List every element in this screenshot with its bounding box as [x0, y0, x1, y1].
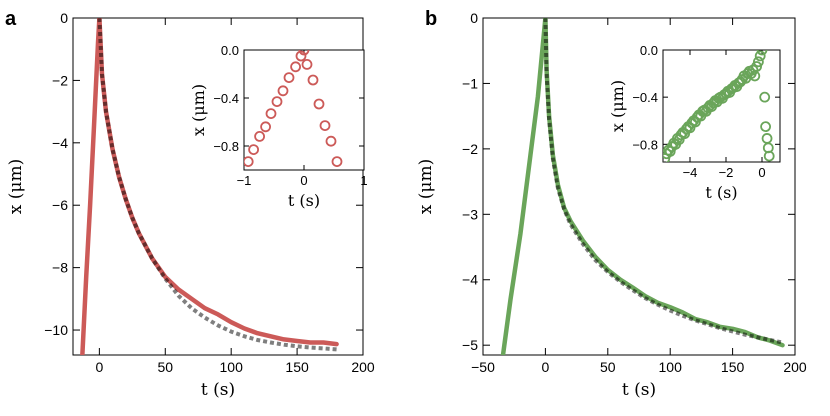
panel-a-x-tick-label: 200: [351, 359, 375, 375]
panel-b-x-axis-label: t (s): [622, 380, 656, 400]
panel-b-y-tick-label: −4: [462, 272, 478, 288]
panel-b-series-rise: [500, 18, 548, 355]
panel-a-y-tick-label: −6: [52, 197, 68, 213]
panel-b-y-tick-label: −5: [462, 337, 478, 353]
panel-a-x-tick-label: 150: [285, 359, 309, 375]
panel-a-inset-point: [319, 120, 331, 131]
panel-a-inset-point: [298, 50, 310, 56]
panel-b-inset-point: [756, 50, 768, 56]
panel-a-inset-point: [313, 98, 325, 110]
panel-a-inset-point: [260, 121, 272, 133]
panel-b-inset-x-tick-label: −4: [683, 165, 698, 180]
panel-b-inset-point: [753, 56, 764, 68]
panel-a-inset-x-tick-label: −1: [237, 173, 252, 188]
panel-a-inset-point: [295, 50, 307, 62]
panel-b-inset-point: [754, 50, 766, 62]
panel-a-inset-point: [307, 74, 319, 86]
panel-a-y-tick-label: 0: [60, 10, 68, 26]
panel-b-inset-point: [763, 150, 775, 162]
panel-label-a: a: [5, 8, 17, 30]
panel-a-y-tick-label: −4: [52, 135, 68, 151]
panel-a-inset-x-axis-label: t (s): [288, 191, 320, 210]
panel-b-inset-x-tick-label: −2: [719, 165, 734, 180]
panel-a-inset-point: [331, 156, 343, 168]
panel-a-x-axis-label: t (s): [201, 380, 235, 400]
panel-a-y-tick-label: −2: [52, 72, 68, 88]
panel-b-x-tick-label: 50: [600, 359, 616, 375]
panel-b-y-tick-label: −2: [462, 141, 478, 157]
panel-a-inset-y-tick-label: −0.8: [213, 139, 239, 154]
panel-a-series-relaxation: [97, 18, 339, 347]
panel-b-inset-point: [751, 61, 762, 72]
panel-a-x-tick-label: 50: [157, 359, 173, 375]
panel-a-y-axis-label: x (μm): [6, 159, 26, 214]
panel-a-inset-axes: −1 0 1 0.0 −0.4 −0.8 t (s) x (μm): [189, 43, 368, 210]
panel-a-inset-point: [290, 61, 302, 73]
panel-a-inset-point: [248, 144, 260, 156]
panel-b-plot-area: [500, 18, 785, 355]
panel-b-inset-y-tick-label: −0.8: [632, 137, 658, 152]
panel-b-inset-x-axis-label: t (s): [705, 183, 737, 202]
panel-a-inset-point: [254, 130, 266, 142]
panel-b-inset-y-axis-label: x (μm): [608, 80, 627, 132]
panel-a-y-tick-label: −8: [52, 260, 68, 276]
panel-a-y-tick-label: −10: [44, 322, 68, 338]
panel-a-x-tick-label: 100: [220, 359, 244, 375]
panel-a-inset-point: [301, 59, 313, 70]
panel-b-x-tick-label: −50: [471, 359, 495, 375]
panel-label-b: b: [425, 8, 437, 30]
panel-a-x-tick-label: 0: [95, 359, 103, 375]
panel-b-inset-y-tick-label: 0.0: [640, 43, 658, 58]
panel-a-plot-area: [80, 18, 339, 355]
panel-a-inset-point: [325, 135, 337, 147]
panel-b-inset-markers: [663, 50, 775, 162]
panel-a-inset-x-tick-label: 0: [300, 173, 307, 188]
panel-a-inset-point: [271, 96, 283, 107]
panel-a-inset-y-tick-label: −0.4: [213, 91, 239, 106]
panel-b-x-tick-label: 150: [721, 359, 745, 375]
panel-b-inset-point: [759, 91, 771, 103]
panel-a-inset-point: [244, 156, 254, 167]
panel-a-inset-markers: [244, 50, 343, 168]
panel-b-y-tick-label: −3: [462, 206, 478, 222]
panel-a-inset-point: [265, 108, 277, 119]
panel-a-inset-y-axis-label: x (μm): [189, 84, 208, 136]
panel-a-inset-x-tick-label: 1: [360, 173, 367, 188]
panel-b-series-fit: [543, 18, 783, 345]
panel-b-inset-y-tick-label: −0.4: [632, 90, 658, 105]
panel-a-inset-frame: [243, 49, 365, 171]
panel-b-inset-x-tick-label: 0: [758, 165, 765, 180]
panel-b-y-tick-label: 0: [470, 10, 478, 26]
panel-a-inset-point: [277, 85, 289, 97]
panel-b-x-tick-label: 0: [542, 359, 550, 375]
panel-a-inset-point: [283, 72, 295, 83]
panel-b-inset-point: [760, 121, 771, 133]
panel-a-inset-y-tick-label: 0.0: [221, 43, 239, 58]
panel-b-y-axis-label: x (μm): [416, 159, 436, 214]
panel-b-y-tick-label: −1: [462, 75, 478, 91]
panel-b-x-tick-label: 200: [783, 359, 807, 375]
panel-b-x-tick-label: 100: [659, 359, 683, 375]
